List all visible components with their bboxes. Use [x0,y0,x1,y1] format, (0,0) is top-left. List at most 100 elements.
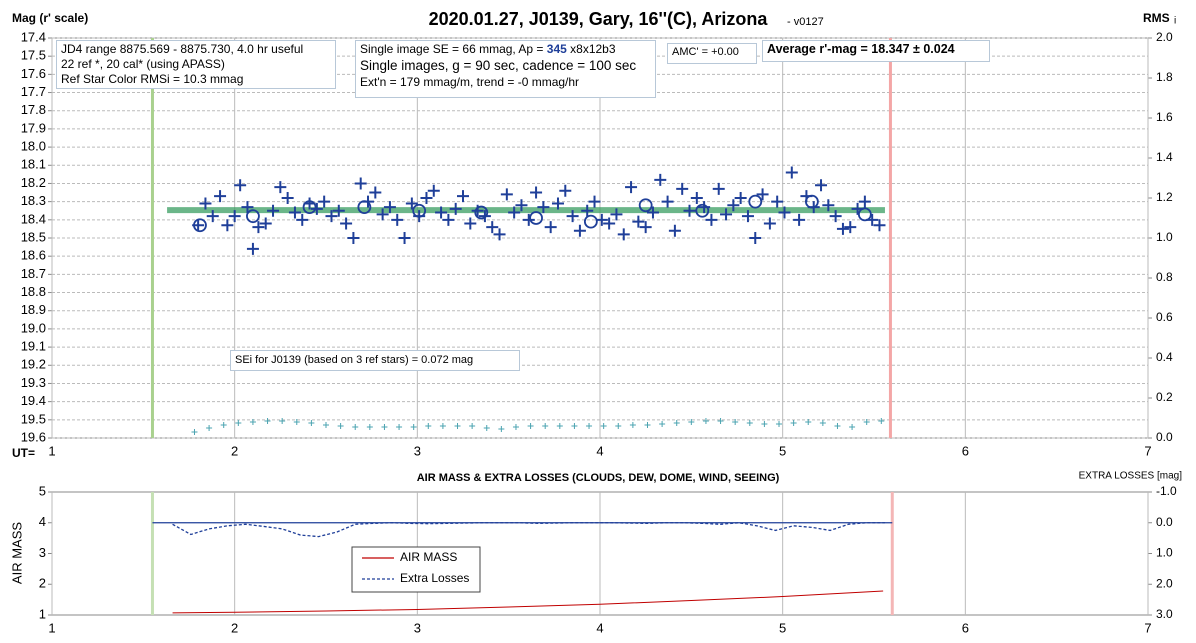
average-point [529,211,543,225]
info-text: x8x12b3 [566,42,616,56]
data-point [734,192,747,204]
data-point [281,192,294,204]
data-point [228,210,241,223]
data-point [836,222,849,235]
data-point [717,418,724,424]
data-point [776,421,783,427]
data-point [822,199,835,212]
info-line: Single images, g = 90 sec, cadence = 100… [360,58,637,73]
data-point [214,190,227,203]
data-point [369,186,382,199]
y-tick-label: 17.7 [21,84,46,99]
data-point [274,181,287,194]
x-tick-label: 4 [596,620,603,635]
data-point [610,208,623,221]
data-point [310,202,323,215]
data-point [566,210,579,223]
data-point [449,202,462,215]
average-point [748,194,763,209]
info-line: AMC' = +0.00 [672,46,739,58]
data-point [191,429,198,435]
y-tick-label: 19.6 [21,429,46,444]
data-point [727,199,740,212]
average-point [246,209,260,224]
average-point [857,207,872,222]
y-tick-label: 19.3 [21,375,46,390]
data-point [396,424,403,430]
info-line: 22 ref *, 20 cal* (using APASS) [61,57,225,71]
x-tick-label: 1 [48,620,55,635]
data-point [763,217,776,230]
data-point [512,424,519,430]
y2-tick-label: 1.8 [1156,70,1173,84]
data-point [252,221,265,234]
data-point [308,420,315,426]
y-tick-label: 18.0 [21,139,46,154]
y-tick-label: 3 [39,545,46,560]
data-point [352,424,359,430]
data-point [849,424,856,430]
data-point [688,419,695,425]
data-point [235,420,242,426]
y-tick-label: 18.7 [21,266,46,281]
data-point [354,177,367,190]
data-line [172,522,885,538]
data-point [259,217,272,230]
data-point [325,210,338,223]
data-point [793,213,806,226]
title-suffix: - v0127 [787,16,824,28]
data-point [749,232,762,244]
info-box: JD4 range 8875.569 - 8875.730, 4.0 hr us… [56,40,336,89]
data-point [340,217,353,230]
y-tick-label: 17.4 [21,29,46,44]
data-point [659,421,666,427]
data-point [398,232,411,244]
y-tick-label: 19.1 [21,339,46,354]
data-point [332,204,345,217]
average-point [804,194,819,209]
data-point [246,242,259,255]
x-tick-label: 6 [962,620,969,635]
info-line: Average r'-mag = 18.347 ± 0.024 [767,42,955,56]
y2-tick-label: 0.0 [1156,515,1173,529]
data-point [493,228,506,241]
data-point [702,418,709,424]
legend-label: AIR MASS [400,550,457,564]
data-point [756,188,769,201]
y2-tick-label: 0.4 [1156,350,1173,364]
data-point [829,210,842,223]
data-point [661,195,674,208]
data-point [542,423,549,429]
data-point [639,221,652,234]
y2-axis-label: RMS [1143,11,1170,25]
x-tick-label: 6 [962,443,969,458]
data-point [586,423,593,429]
data-point [741,210,754,223]
x-tick-label: 4 [596,443,603,458]
data-point [654,173,667,186]
y-tick-label: 2 [39,576,46,591]
data-point [676,182,689,195]
data-point [615,423,622,429]
data-point [805,419,812,425]
data-point [435,206,448,219]
data-point [366,424,373,430]
data-point [376,208,389,221]
data-point [571,423,578,429]
data-point [508,206,521,219]
y-tick-label: 18.2 [21,175,46,190]
y-tick-label: 19.0 [21,320,46,335]
y2-tick-label: 2.0 [1156,30,1173,44]
chart-title: 2020.01.27, J0139, Gary, 16''(C), Arizon… [429,9,769,29]
info-box: Average r'-mag = 18.347 ± 0.024 [762,40,990,62]
data-point [221,219,234,232]
data-point [381,424,388,430]
data-point [646,206,659,219]
y-tick-label: 19.5 [21,411,46,426]
info-line: JD4 range 8875.569 - 8875.730, 4.0 hr us… [61,42,304,56]
data-point [383,201,396,214]
x-tick-label: 3 [414,443,421,458]
average-point [638,198,653,213]
data-point [863,419,870,425]
